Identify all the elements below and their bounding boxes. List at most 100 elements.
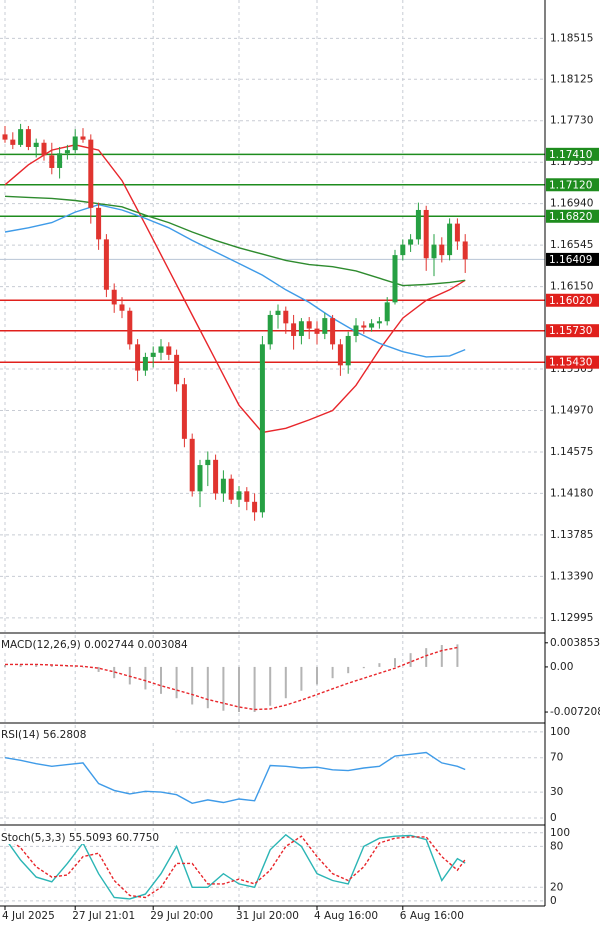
candle-body [369,323,375,328]
histogram-bar [347,666,350,674]
x-tick-label: 27 Jul 21:01 [72,910,135,922]
histogram-bar [284,666,287,699]
y-tick-label: 100 [550,827,570,839]
candle-body [330,318,336,345]
y-tick-label: 1.16545 [550,239,593,251]
candle-body [64,150,70,154]
level-label: 1.16820 [549,211,592,223]
y-tick-label: 30 [550,786,563,798]
histogram-bar [316,666,318,685]
candle-body [447,223,453,256]
panel-title: RSI(14) 56.2808 [1,729,86,741]
candle-body [205,459,211,466]
histogram-bar [82,666,84,668]
candle-body [10,139,16,145]
histogram-bar [378,663,381,667]
y-tick-label: 1.14970 [550,404,593,416]
level-label-box [546,324,599,338]
x-tick-label: 4 Jul 2025 [2,910,55,922]
histogram-bar [4,665,6,667]
y-tick-label: 1.17730 [550,115,593,127]
candle-body [439,244,445,256]
level-label-box [546,355,599,369]
last-price-box [546,252,599,266]
indicator-line [4,835,466,899]
candle-body [135,344,141,371]
y-tick-label: 20 [550,881,563,893]
y-tick-label: 1.13390 [550,570,593,582]
candle-body [2,134,8,140]
candle-body [174,354,180,385]
histogram-bar [425,648,428,667]
panel-title: MACD(12,26,9) 0.002744 0.003084 [1,639,188,651]
candle-body [361,325,367,328]
panel-title-bg [0,831,175,844]
candle-body [400,244,406,256]
histogram-bar [160,666,162,694]
histogram-bar [35,665,38,667]
histogram-bar [238,666,240,712]
candle-body [181,384,187,439]
level-label: 1.15730 [549,325,592,337]
y-tick-label: 1.18515 [550,32,593,44]
x-tick-label: 29 Jul 20:00 [150,910,213,922]
indicator-line [5,646,458,711]
histogram-bar [19,664,22,667]
y-tick-label: 1.14575 [550,446,593,458]
candle-body [189,438,195,492]
last-price-label: 1.16409 [549,254,592,266]
y-tick-label: 0 [550,812,557,824]
candle-body [236,491,242,500]
candle-body [49,155,55,168]
histogram-bar [222,666,225,711]
candle-body [384,302,390,322]
candle-body [213,459,219,494]
candle-body [158,346,164,353]
candle-body [306,321,312,329]
y-tick-label: 0.00 [550,661,573,673]
candle-body [228,478,234,500]
panel-title-bg [0,638,175,651]
moving-average-line [4,203,466,358]
histogram-bar [409,653,412,667]
level-label: 1.16020 [549,295,592,307]
histogram-bar [50,665,53,667]
candle-body [267,314,273,345]
candle-body [41,142,47,156]
moving-average-line [4,144,466,434]
candle-body [96,207,102,240]
histogram-bar [113,666,116,679]
candle-body [298,321,304,336]
histogram-bar [175,666,178,699]
candle-body [127,310,133,345]
y-tick-label: 1.16150 [550,281,593,293]
histogram-bar [66,666,69,667]
candle-body [252,501,258,513]
candle-body [166,346,172,355]
panel-title-bg [0,728,175,741]
histogram-bar [300,666,303,691]
level-label-box [546,178,599,192]
level-label: 1.17410 [549,149,592,161]
histogram-bar [362,666,365,669]
y-tick-label: 1.12995 [550,612,593,624]
y-tick-label: -0.007208 [550,706,600,718]
candle-body [88,139,94,208]
y-tick-label: 0 [550,895,557,907]
y-tick-label: 80 [550,840,563,852]
histogram-bar [206,666,209,709]
y-tick-label: 1.13785 [550,529,593,541]
y-tick-label: 100 [550,726,570,738]
candle-body [415,209,421,240]
candle-body [423,209,429,259]
y-tick-label: 1.18125 [550,73,593,85]
candle-body [322,318,328,334]
candle-body [244,491,250,502]
level-label-box [546,147,599,161]
candle-body [142,356,148,371]
histogram-bar [97,666,100,672]
candle-body [454,223,460,242]
candle-body [220,478,226,494]
